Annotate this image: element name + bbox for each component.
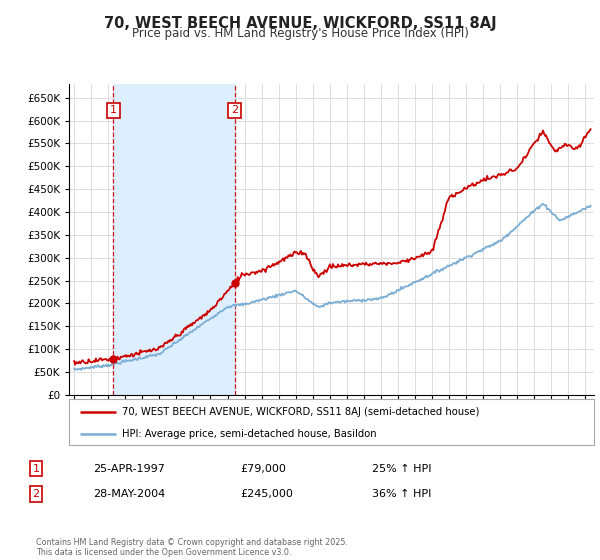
Text: £245,000: £245,000 [240, 489, 293, 499]
Text: Price paid vs. HM Land Registry's House Price Index (HPI): Price paid vs. HM Land Registry's House … [131, 27, 469, 40]
Text: 25% ↑ HPI: 25% ↑ HPI [372, 464, 431, 474]
Text: 70, WEST BEECH AVENUE, WICKFORD, SS11 8AJ (semi-detached house): 70, WEST BEECH AVENUE, WICKFORD, SS11 8A… [121, 407, 479, 417]
Text: 25-APR-1997: 25-APR-1997 [93, 464, 165, 474]
Text: 36% ↑ HPI: 36% ↑ HPI [372, 489, 431, 499]
Text: HPI: Average price, semi-detached house, Basildon: HPI: Average price, semi-detached house,… [121, 429, 376, 438]
Bar [113, 84, 235, 395]
Text: 1: 1 [32, 464, 40, 474]
Text: 2: 2 [32, 489, 40, 499]
Text: Contains HM Land Registry data © Crown copyright and database right 2025.
This d: Contains HM Land Registry data © Crown c… [36, 538, 348, 557]
Text: £79,000: £79,000 [240, 464, 286, 474]
Text: 1: 1 [110, 105, 117, 115]
Text: 28-MAY-2004: 28-MAY-2004 [93, 489, 165, 499]
Text: 2: 2 [231, 105, 238, 115]
Text: 70, WEST BEECH AVENUE, WICKFORD, SS11 8AJ: 70, WEST BEECH AVENUE, WICKFORD, SS11 8A… [104, 16, 496, 31]
